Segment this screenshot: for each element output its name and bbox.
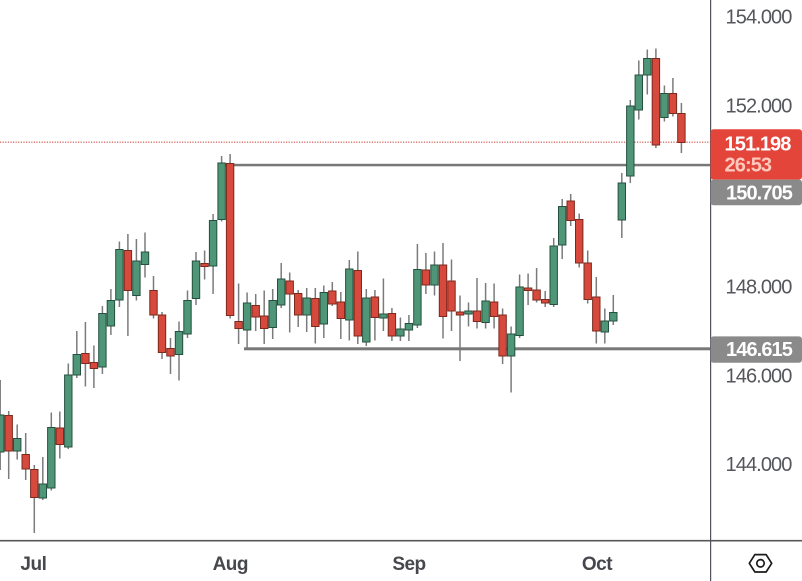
svg-text:148.000: 148.000 bbox=[726, 277, 793, 299]
svg-text:Jul: Jul bbox=[20, 554, 46, 575]
svg-text:154.000: 154.000 bbox=[726, 7, 793, 29]
svg-text:26:53: 26:53 bbox=[725, 154, 772, 176]
svg-text:144.000: 144.000 bbox=[726, 454, 793, 476]
svg-text:146.000: 146.000 bbox=[726, 366, 793, 388]
svg-text:152.000: 152.000 bbox=[726, 96, 793, 118]
svg-text:Sep: Sep bbox=[392, 554, 425, 575]
svg-text:151.198: 151.198 bbox=[725, 133, 792, 155]
svg-text:146.615: 146.615 bbox=[726, 339, 793, 361]
svg-text:Oct: Oct bbox=[582, 554, 613, 575]
svg-text:150.705: 150.705 bbox=[726, 182, 793, 204]
svg-text:Aug: Aug bbox=[213, 554, 248, 575]
